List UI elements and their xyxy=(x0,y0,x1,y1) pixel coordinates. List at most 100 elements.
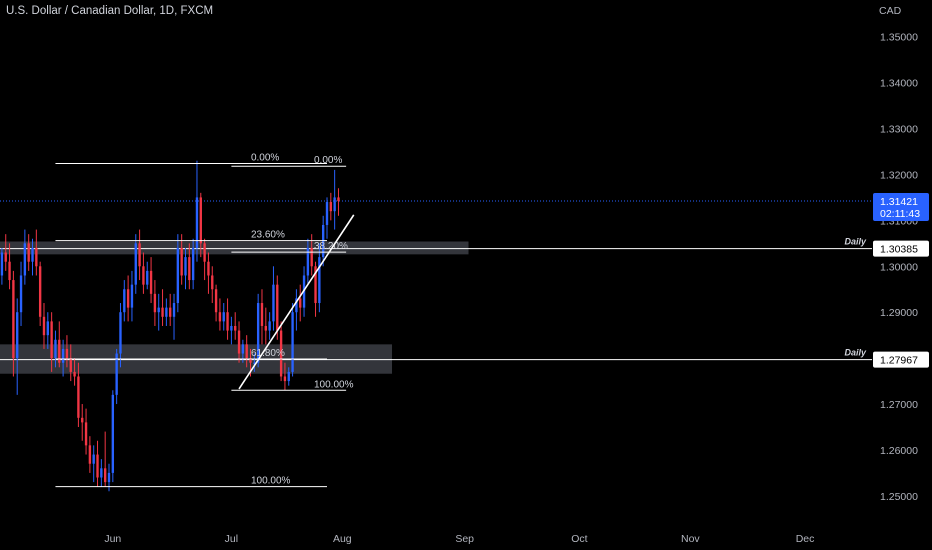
candle-body xyxy=(287,371,290,382)
candle-body xyxy=(165,307,168,317)
candle-body xyxy=(325,202,329,225)
fib-level-label: 38.20% xyxy=(314,241,348,252)
candle-body xyxy=(214,289,218,313)
candle-body xyxy=(241,344,245,354)
candle-body xyxy=(103,468,107,483)
candle-body xyxy=(157,307,160,313)
candle-body xyxy=(54,339,57,359)
candle-body xyxy=(142,266,145,285)
x-tick-label: Sep xyxy=(455,533,474,545)
candle-body xyxy=(153,293,157,313)
candle-body xyxy=(203,243,206,262)
fib-level-label: 100.00% xyxy=(314,379,354,390)
candle-body xyxy=(222,312,225,322)
candle-body xyxy=(329,202,333,212)
candle-body xyxy=(272,284,275,322)
candle-body xyxy=(237,330,241,354)
candle-body xyxy=(19,275,23,313)
candle-body xyxy=(149,270,153,294)
candle-body xyxy=(188,257,191,281)
candle-body xyxy=(318,257,321,304)
y-tick-label: 1.35000 xyxy=(880,32,918,44)
candle-body xyxy=(161,307,164,317)
candle-body xyxy=(12,280,15,359)
zone-label: Daily xyxy=(844,348,867,358)
candle-body xyxy=(234,325,237,331)
candle-body xyxy=(46,321,49,336)
y-tick-label: 1.32000 xyxy=(880,169,918,181)
price-badge-label: 1.27967 xyxy=(880,355,918,367)
candle-body xyxy=(191,247,195,281)
candle-body xyxy=(195,197,199,248)
candle-body xyxy=(16,312,19,359)
candle-body xyxy=(38,266,42,317)
candle-body xyxy=(333,197,336,212)
candle-body xyxy=(260,303,264,326)
candle-body xyxy=(77,376,80,418)
candle-body xyxy=(23,243,27,276)
candle-body xyxy=(211,275,214,290)
candle-body xyxy=(4,252,7,262)
candle-body xyxy=(96,454,99,478)
candle-body xyxy=(58,339,61,363)
fib-level-label: 0.00% xyxy=(314,155,342,166)
x-tick-label: Oct xyxy=(571,533,587,545)
candle-body xyxy=(126,289,130,308)
candle-body xyxy=(249,358,252,363)
zone-label: Daily xyxy=(844,237,867,247)
y-tick-label: 1.33000 xyxy=(880,124,918,136)
price-badge-label: 1.30385 xyxy=(880,244,918,256)
candle-body xyxy=(283,376,287,382)
candle-body xyxy=(299,298,302,308)
candle-body xyxy=(184,257,187,276)
x-tick-label: Dec xyxy=(796,533,815,545)
candle-body xyxy=(245,344,248,359)
y-tick-label: 1.25000 xyxy=(880,491,918,503)
y-tick-label: 1.26000 xyxy=(880,445,918,457)
candle-body xyxy=(35,247,38,267)
y-tick-label: 1.27000 xyxy=(880,399,918,411)
candle-body xyxy=(123,289,126,313)
candle-body xyxy=(199,197,202,244)
x-tick-label: Nov xyxy=(681,533,700,545)
candle-body xyxy=(61,348,65,363)
candle-body xyxy=(256,303,260,363)
candle-body xyxy=(264,325,267,331)
support-resistance-zone xyxy=(0,241,469,255)
trendline xyxy=(238,214,355,390)
bar-countdown-label: 02:11:43 xyxy=(880,208,920,220)
candle-body xyxy=(207,261,210,276)
candle-body xyxy=(65,348,69,359)
candle-body xyxy=(226,312,229,331)
currency-label: CAD xyxy=(879,5,902,17)
candle-body xyxy=(306,247,310,276)
candle-body xyxy=(169,307,172,317)
candle-body xyxy=(111,394,115,473)
candle-body xyxy=(100,468,103,478)
fib-level-label: 100.00% xyxy=(251,476,291,487)
candle-body xyxy=(134,243,137,285)
candle-body xyxy=(138,243,141,267)
candle-body xyxy=(115,353,118,395)
candle-body xyxy=(73,371,76,377)
candle-body xyxy=(119,312,122,354)
candle-body xyxy=(176,247,180,304)
last-price-label: 1.31421 xyxy=(880,196,918,208)
fib-level-label: 61.80% xyxy=(251,348,285,359)
x-tick-label: Jun xyxy=(104,533,121,545)
candle-body xyxy=(84,422,88,446)
y-tick-label: 1.34000 xyxy=(880,78,918,90)
y-tick-label: 1.30000 xyxy=(880,261,918,273)
candle-body xyxy=(88,445,92,464)
candle-body xyxy=(295,298,298,313)
candle-body xyxy=(31,247,34,262)
candle-body xyxy=(279,330,283,377)
candle-body xyxy=(0,252,4,276)
candle-body xyxy=(130,284,134,308)
fib-level-label: 0.00% xyxy=(251,152,279,163)
candle-body xyxy=(310,247,313,267)
fib-level-label: 23.60% xyxy=(251,230,285,241)
candle-body xyxy=(337,197,340,202)
candle-body xyxy=(146,270,149,285)
